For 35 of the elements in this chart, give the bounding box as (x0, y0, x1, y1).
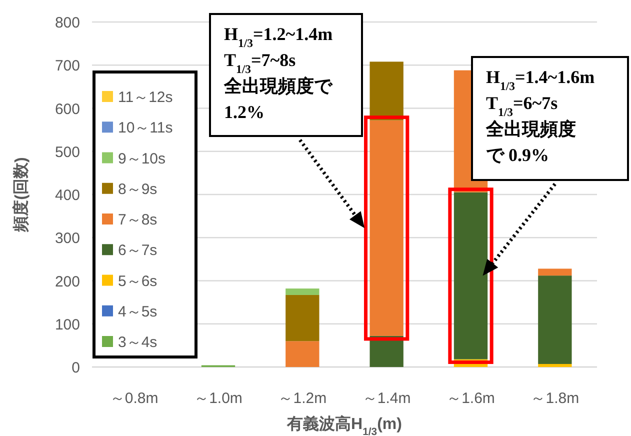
legend-label: 10～11s (118, 120, 173, 137)
y-tick-label: 300 (54, 230, 80, 248)
bar (538, 364, 572, 367)
bar (538, 276, 572, 364)
y-tick-label: 100 (54, 316, 80, 334)
legend-label: 5～6s (118, 272, 158, 290)
y-axis-title: 頻度(回数) (11, 157, 30, 233)
annotation: H$_{1/3}$=1.4~1.6m T$_{1/3}$=6~7s 全出現頻度で 0.9% (448, 56, 629, 364)
y-tick-label: 700 (54, 58, 80, 75)
legend-label: 7～8s (118, 212, 158, 228)
y-tick-label: 500 (54, 144, 80, 161)
bar (538, 268, 572, 276)
y-tick-label: 200 (54, 273, 80, 290)
legend-label: 8～9s (118, 180, 158, 198)
annotation: H$_{1/3}$=1.2~1.4m T$_{1/3}$=7~8s 全出現頻度で1.2% (223, 24, 333, 122)
x-tick-label: ～1.4m (362, 390, 411, 407)
y-tick-label: 600 (54, 100, 80, 118)
legend-label: 6～7s (118, 242, 158, 260)
legend-label: 4～5s (118, 303, 158, 320)
x-tick-label: ～1.2m (278, 390, 327, 407)
y-tick-label: 800 (54, 14, 80, 32)
bar (370, 62, 404, 120)
bar (286, 341, 320, 367)
x-tick-label: ～1.6m (446, 390, 495, 407)
x-tick-label: ～1.0m (194, 390, 242, 407)
x-axis-title: 有義波高H$_{1/3}$(m) (286, 414, 402, 436)
y-tick-label: 400 (54, 187, 80, 204)
annotation: H$_{1/3}$=1.4~1.6m T$_{1/3}$=6~7s 全出現頻度で 0.9% (485, 67, 595, 165)
annotation: H$_{1/3}$=1.2~1.4m T$_{1/3}$=7~8s 全出現頻度で1.2% (209, 13, 410, 341)
y-tick-label: 0 (72, 360, 80, 376)
legend-label: 11～12s (118, 89, 173, 106)
x-tick-label: ～1.8m (530, 390, 580, 407)
legend-label: 3～4s (118, 334, 158, 351)
x-tick-label: ～0.8m (110, 390, 158, 407)
legend-label: 9～10s (118, 150, 166, 168)
